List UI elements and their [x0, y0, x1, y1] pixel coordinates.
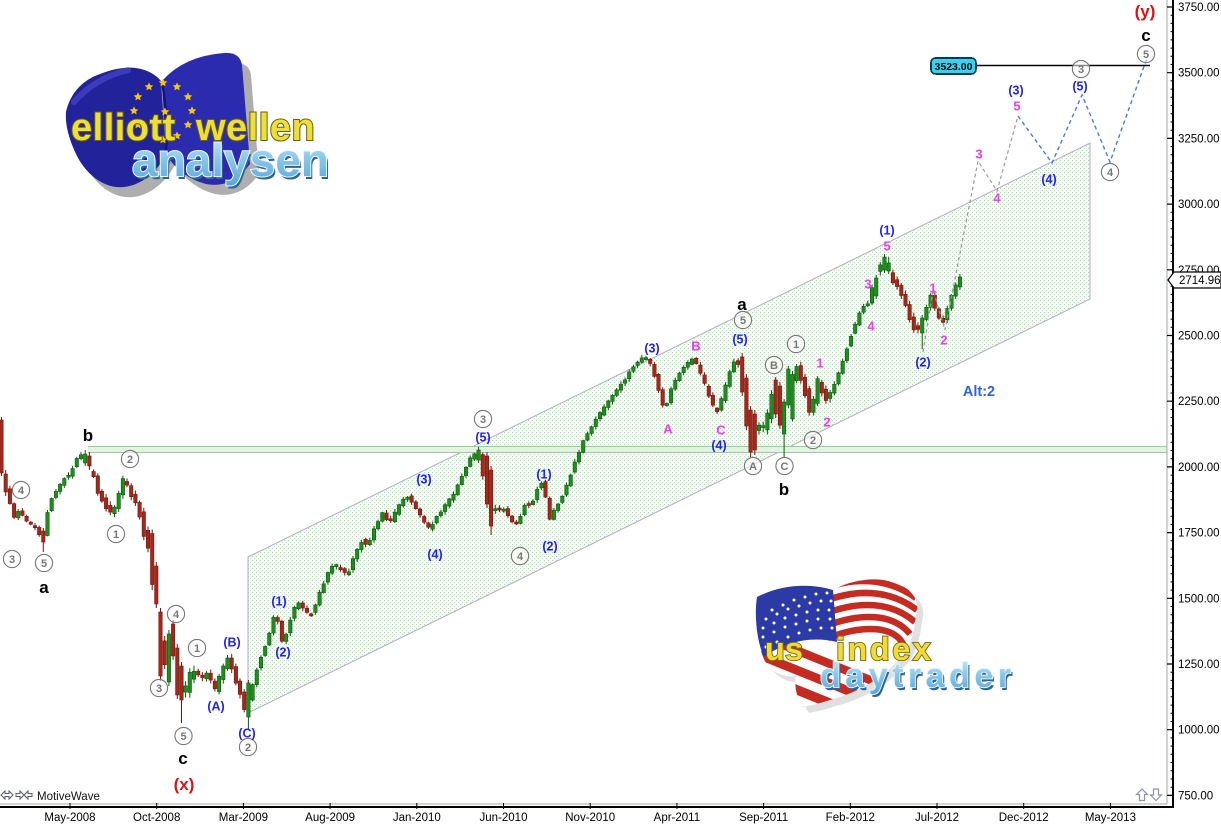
svg-text:daytrader: daytrader [820, 657, 1015, 695]
svg-text:Apr-2011: Apr-2011 [654, 812, 700, 824]
svg-text:(2): (2) [915, 356, 930, 370]
svg-text:2: 2 [127, 454, 133, 466]
svg-text:750.00: 750.00 [1178, 790, 1213, 802]
svg-text:1250.00: 1250.00 [1178, 659, 1220, 671]
svg-text:Oct-2008: Oct-2008 [133, 812, 180, 824]
svg-text:3: 3 [1078, 64, 1084, 76]
svg-text:4: 4 [173, 609, 180, 621]
svg-text:3000.00: 3000.00 [1178, 199, 1220, 211]
svg-text:3500.00: 3500.00 [1178, 68, 1220, 80]
svg-text:C: C [716, 423, 726, 438]
svg-text:(y): (y) [1135, 2, 1156, 21]
svg-text:5: 5 [180, 731, 186, 743]
svg-text:4: 4 [1107, 167, 1114, 179]
svg-text:3: 3 [864, 277, 871, 292]
svg-text:5: 5 [1013, 99, 1020, 114]
svg-text:1750.00: 1750.00 [1178, 528, 1220, 540]
svg-text:(4): (4) [711, 439, 726, 453]
svg-text:daytrader: daytrader [822, 660, 1017, 698]
svg-text:1: 1 [194, 643, 200, 655]
svg-text:(4): (4) [427, 548, 442, 562]
svg-text:3250.00: 3250.00 [1178, 133, 1220, 145]
svg-text:b: b [83, 426, 93, 445]
svg-text:analysen: analysen [132, 134, 329, 186]
svg-text:A: A [663, 422, 673, 437]
svg-text:(A): (A) [207, 700, 224, 714]
svg-text:Alt:2: Alt:2 [963, 384, 995, 400]
svg-text:2500.00: 2500.00 [1178, 331, 1220, 343]
svg-text:Aug-2009: Aug-2009 [305, 812, 355, 824]
svg-text:May-2013: May-2013 [1085, 812, 1136, 824]
svg-text:2000.00: 2000.00 [1178, 462, 1220, 474]
svg-text:(x): (x) [174, 775, 195, 794]
svg-text:4: 4 [867, 319, 875, 334]
svg-text:Jul-2012: Jul-2012 [915, 812, 959, 824]
svg-text:Feb-2012: Feb-2012 [826, 812, 875, 824]
svg-text:Nov-2010: Nov-2010 [565, 812, 615, 824]
svg-text:(1): (1) [879, 224, 894, 238]
svg-text:1: 1 [929, 281, 936, 296]
svg-text:Sep-2011: Sep-2011 [739, 812, 788, 824]
svg-text:(B): (B) [223, 636, 240, 650]
svg-text:B: B [770, 360, 778, 372]
svg-text:Jun-2010: Jun-2010 [480, 812, 528, 824]
svg-text:MotiveWave: MotiveWave [37, 791, 100, 803]
svg-text:(5): (5) [1072, 80, 1087, 94]
svg-text:(5): (5) [475, 431, 490, 445]
svg-text:B: B [691, 339, 700, 354]
svg-text:(3): (3) [644, 342, 659, 356]
svg-text:(3): (3) [416, 473, 431, 487]
svg-text:Dec-2012: Dec-2012 [999, 812, 1049, 824]
svg-text:(4): (4) [1041, 173, 1056, 187]
svg-text:1500.00: 1500.00 [1178, 593, 1220, 605]
svg-text:5: 5 [41, 558, 47, 570]
svg-text:us: us [765, 631, 803, 667]
svg-text:A: A [749, 461, 757, 473]
svg-text:1: 1 [816, 356, 823, 371]
svg-text:4: 4 [517, 551, 524, 563]
svg-text:c: c [1141, 26, 1150, 45]
svg-text:Mar-2009: Mar-2009 [219, 812, 268, 824]
svg-text:3: 3 [156, 683, 162, 695]
svg-text:3: 3 [9, 554, 15, 566]
svg-text:(2): (2) [275, 646, 290, 660]
svg-text:index: index [836, 631, 933, 667]
svg-text:3523.00: 3523.00 [935, 61, 973, 73]
svg-text:5: 5 [740, 315, 746, 327]
svg-text:5: 5 [1143, 49, 1149, 61]
svg-text:a: a [39, 578, 49, 597]
svg-text:1: 1 [113, 529, 119, 541]
svg-text:(1): (1) [271, 595, 286, 609]
svg-text:2714.96: 2714.96 [1179, 275, 1221, 287]
svg-text:3750.00: 3750.00 [1178, 2, 1220, 14]
svg-text:a: a [737, 295, 747, 314]
svg-text:1000.00: 1000.00 [1178, 725, 1220, 737]
svg-text:(C): (C) [238, 727, 255, 741]
svg-text:(2): (2) [542, 540, 557, 554]
svg-text:5: 5 [883, 239, 890, 254]
svg-text:(3): (3) [1008, 84, 1023, 98]
svg-text:b: b [779, 480, 789, 499]
svg-text:2: 2 [823, 415, 830, 430]
svg-text:elliott: elliott [71, 107, 176, 149]
svg-text:analysen: analysen [134, 137, 331, 189]
svg-text:2250.00: 2250.00 [1178, 396, 1220, 408]
svg-text:May-2008: May-2008 [44, 812, 95, 824]
svg-text:1: 1 [793, 339, 799, 351]
svg-text:(1): (1) [536, 468, 551, 482]
svg-text:4: 4 [18, 485, 25, 497]
svg-text:2: 2 [810, 435, 816, 447]
svg-text:4: 4 [993, 191, 1001, 206]
svg-text:(5): (5) [732, 333, 747, 347]
svg-text:2: 2 [245, 742, 251, 754]
svg-text:c: c [178, 749, 187, 768]
svg-text:3: 3 [480, 414, 486, 426]
svg-text:C: C [781, 461, 789, 473]
svg-text:3: 3 [975, 147, 982, 162]
svg-text:Jan-2010: Jan-2010 [393, 812, 441, 824]
svg-text:wellen: wellen [195, 107, 315, 149]
svg-text:2: 2 [940, 333, 947, 348]
